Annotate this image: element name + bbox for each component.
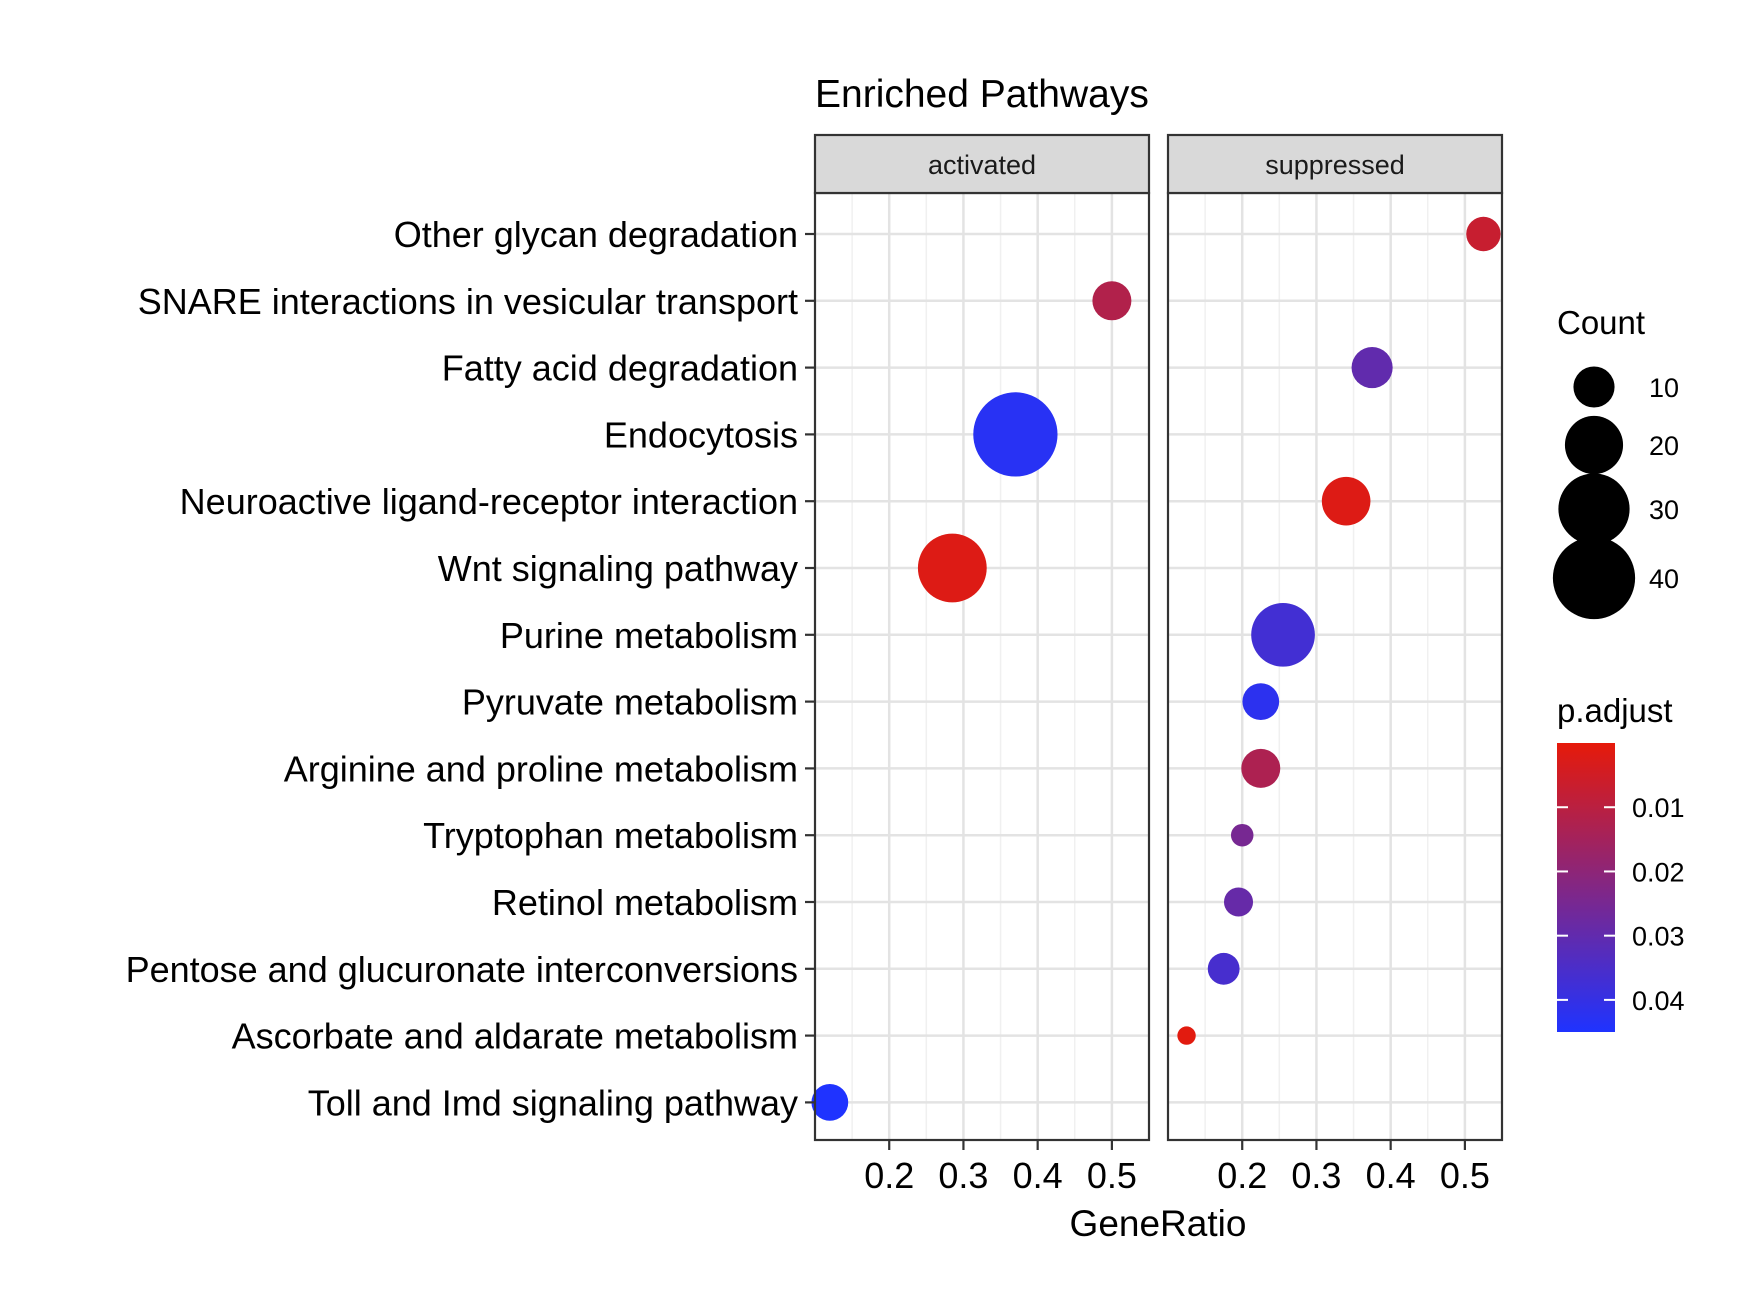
data-point xyxy=(1251,602,1315,667)
x-tick-label: 0.5 xyxy=(1440,1155,1490,1196)
y-tick-label: Purine metabolism xyxy=(500,615,798,656)
y-tick-label: Endocytosis xyxy=(604,414,798,455)
x-tick-label: 0.4 xyxy=(1013,1155,1063,1196)
data-point xyxy=(1230,823,1254,847)
count-legend-key xyxy=(1552,536,1636,620)
facet-strip-label: suppressed xyxy=(1265,150,1405,180)
data-point xyxy=(1466,216,1501,252)
x-tick-label: 0.3 xyxy=(1291,1155,1341,1196)
y-tick-label: SNARE interactions in vesicular transpor… xyxy=(138,281,798,322)
data-point xyxy=(1177,1026,1196,1045)
panel-activated: activated 0.2 0.3 0.4 0.5 xyxy=(811,133,1151,1196)
panel-background xyxy=(815,193,1149,1140)
p-adjust-colorbar xyxy=(1557,743,1615,1032)
p-adjust-legend-label: 0.02 xyxy=(1632,857,1685,887)
data-point xyxy=(1223,887,1254,917)
count-legend-key xyxy=(1573,366,1615,408)
panel-suppressed: suppressed 0.2 0.3 0.4 0.5 xyxy=(1166,133,1504,1196)
p-adjust-legend-label: 0.04 xyxy=(1632,986,1685,1016)
x-tick-label: 0.2 xyxy=(864,1155,914,1196)
count-legend-key xyxy=(1564,415,1624,475)
data-point xyxy=(1321,476,1371,526)
count-legend: Count 10 20 30 40 xyxy=(1552,304,1679,620)
y-tick-label: Toll and Imd signaling pathway xyxy=(308,1082,798,1123)
data-point xyxy=(1351,347,1393,389)
y-tick-label: Retinol metabolism xyxy=(492,882,798,923)
count-legend-label: 10 xyxy=(1649,373,1679,403)
chart-title: Enriched Pathways xyxy=(815,73,1149,116)
panel-background xyxy=(1168,193,1502,1140)
data-point xyxy=(811,1084,849,1121)
p-adjust-legend-title: p.adjust xyxy=(1557,692,1673,729)
y-axis: Other glycan degradation SNARE interactio… xyxy=(126,214,815,1123)
y-tick-label: Neuroactive ligand-receptor interaction xyxy=(180,481,798,522)
count-legend-key xyxy=(1558,473,1630,545)
y-tick-label: Pyruvate metabolism xyxy=(462,682,798,723)
y-tick-label: Other glycan degradation xyxy=(394,214,798,255)
y-tick-label: Tryptophan metabolism xyxy=(423,815,798,856)
data-point xyxy=(1207,952,1240,985)
data-point xyxy=(917,533,987,603)
data-point xyxy=(1241,748,1281,788)
p-adjust-legend-label: 0.01 xyxy=(1632,793,1685,823)
data-point xyxy=(973,392,1058,477)
p-adjust-legend: p.adjust 0.01 0.02 0.03 0.04 xyxy=(1557,692,1685,1032)
x-tick-label: 0.4 xyxy=(1366,1155,1416,1196)
x-tick-label: 0.2 xyxy=(1217,1155,1267,1196)
x-tick-label: 0.3 xyxy=(938,1155,988,1196)
x-tick-label: 0.5 xyxy=(1087,1155,1137,1196)
facet-strip xyxy=(813,133,1151,195)
y-tick-label: Ascorbate and aldarate metabolism xyxy=(232,1016,798,1057)
facet-panels: activated 0.2 0.3 0.4 0.5 suppressed 0.2 0.3 0.4… xyxy=(811,133,1504,1196)
y-tick-label: Arginine and proline metabolism xyxy=(284,748,798,789)
data-point xyxy=(1092,281,1132,321)
y-tick-label: Wnt signaling pathway xyxy=(438,548,798,589)
count-legend-label: 30 xyxy=(1649,495,1679,525)
count-legend-title: Count xyxy=(1557,304,1645,341)
y-tick-label: Pentose and glucuronate interconversions xyxy=(126,949,798,990)
count-legend-label: 40 xyxy=(1649,564,1679,594)
data-point xyxy=(1242,683,1280,720)
p-adjust-legend-label: 0.03 xyxy=(1632,922,1685,952)
y-tick-label: Fatty acid degradation xyxy=(442,348,798,389)
count-legend-label: 20 xyxy=(1649,431,1679,461)
x-axis-title: GeneRatio xyxy=(1070,1203,1247,1244)
facet-strip-label: activated xyxy=(928,150,1036,180)
facet-strip xyxy=(1166,133,1504,195)
